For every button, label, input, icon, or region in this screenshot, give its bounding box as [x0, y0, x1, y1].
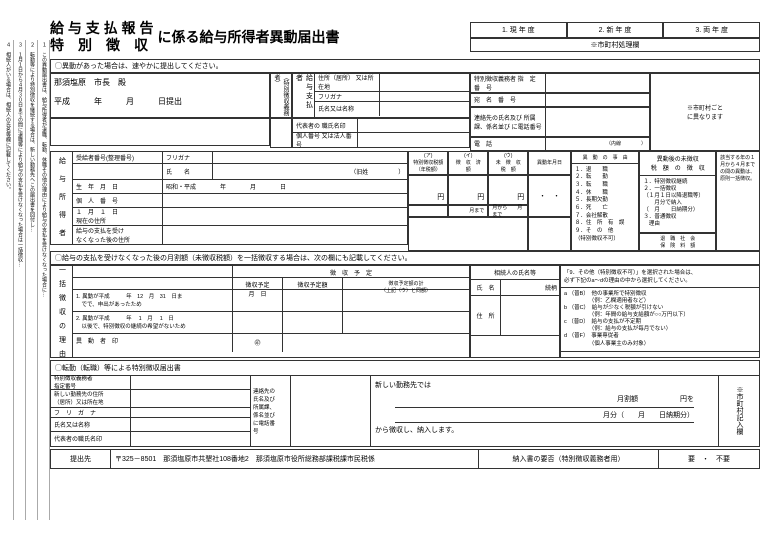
seal[interactable]: ㊞	[233, 334, 283, 352]
need-payment-slip[interactable]: 要 ・ 不要	[659, 450, 759, 468]
heir-name[interactable]: 続柄	[501, 280, 559, 295]
note-top: ◯異動があった場合は、速やかに提出してください。	[50, 59, 760, 73]
title: 給 与 支 払 報 告 特 別 徴 収 に係る給与所得者異動届出書 1. 現 年…	[50, 20, 760, 54]
arrow-cell	[408, 217, 528, 251]
new-emp-name[interactable]	[131, 418, 250, 431]
obligor-rep[interactable]	[358, 119, 469, 132]
insurance-label: 退 職 社 会 保 険 料 額	[639, 233, 716, 251]
collect-total[interactable]	[343, 290, 469, 311]
designated-number[interactable]	[546, 74, 649, 92]
earner-block: 給 与 所 得 者 受給者番号(整理番号)フリガナ 氏 名（旧姓 ） 生 年 月…	[50, 151, 408, 245]
obligor-furigana[interactable]	[380, 92, 469, 101]
collect-month-2[interactable]	[233, 312, 283, 333]
new-emp-furi[interactable]	[131, 408, 250, 417]
earner-after-addr[interactable]	[163, 226, 407, 244]
heir-address[interactable]	[501, 296, 559, 335]
earner-jan1-addr[interactable]	[163, 208, 407, 225]
collect-amt-1[interactable]	[283, 290, 343, 311]
lump-note: ◯給与の支払を受けなくなった後の月割額（未徴収税額）を一括徴収する場合は、次の欄…	[50, 251, 760, 265]
new-designated-num[interactable]	[131, 376, 250, 389]
amount-u[interactable]: 円	[488, 175, 528, 205]
address-number[interactable]	[546, 94, 649, 106]
contact-info[interactable]	[546, 108, 649, 136]
earner-birth[interactable]: 昭和・平成 年 月 日	[163, 180, 407, 193]
year-tabs: 1. 現 年 度 2. 新 年 度 3. 両 年 度	[470, 22, 760, 38]
collect-month-1[interactable]	[233, 290, 283, 311]
lump-reason-1[interactable]: 1. 異動が平成 年 12 月 31 日ま でで、申出があったため	[73, 290, 233, 311]
footer: 提出先 〒325－8501 那須塩原市共墾社108番地2 那須塩原市役所総務部課…	[50, 449, 760, 469]
earner-personal-num[interactable]	[163, 194, 407, 207]
form-page: 給 与 支 払 報 告 特 別 徴 収 に係る給与所得者異動届出書 1. 現 年…	[50, 20, 760, 469]
city-note: ※市町村ごと に異なります	[650, 73, 760, 151]
side-note: 該当する年の１ 月から４月まで の間の異動は、 原則一括徴収。	[716, 151, 760, 251]
amount-i[interactable]: 円	[448, 175, 488, 205]
transfer-block: ◯転勤（転職）等による特別徴収届出書 特別徴収義務者 指定番号 新しい勤務先の住…	[50, 360, 760, 447]
obligor-number[interactable]	[358, 133, 469, 147]
lump-reason-2[interactable]: 2. 異動が平成 年 1 月 1 日 以後で、特別徴収の継続の希望がないため	[73, 312, 233, 333]
earner-name[interactable]: （旧姓 ）	[213, 164, 407, 179]
side-instructions: １ この異動届出書は、給与所得者が退職、転勤、休職その他の理由により給与の支払を…	[2, 40, 50, 520]
city-use-field: ※市町村処理欄	[470, 38, 760, 52]
obligor-paren-label: （特別徴収義務者）	[272, 74, 290, 117]
change-date[interactable]: ・ ・	[528, 175, 571, 217]
phone-field[interactable]: （内線 ）	[546, 138, 649, 150]
new-emp-rep[interactable]	[131, 432, 250, 446]
new-contact[interactable]	[291, 376, 371, 446]
new-emp-addr[interactable]	[131, 390, 250, 407]
collect-amt-2[interactable]	[283, 312, 343, 333]
obligor-name[interactable]	[380, 102, 469, 116]
amount-a[interactable]: 円	[408, 175, 448, 205]
obligor-label: 給与支払者	[293, 74, 315, 117]
municipality: 那須塩原 市長 殿 平成 年 月 日提出	[50, 73, 270, 118]
obligor-address[interactable]	[380, 74, 469, 91]
